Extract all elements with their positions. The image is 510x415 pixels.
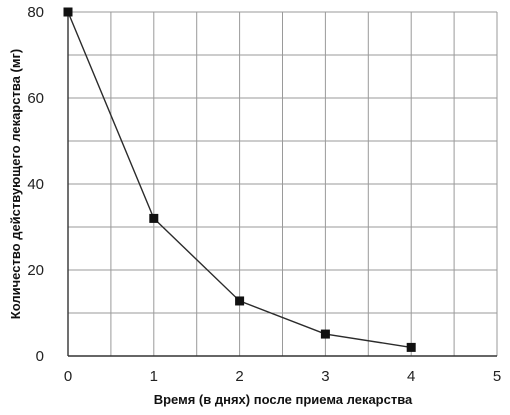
x-tick-label: 0 (64, 368, 72, 385)
y-tick-label: 40 (27, 176, 44, 193)
y-axis-label: Количество действующего лекарства (мг) (8, 49, 23, 319)
y-tick-label: 80 (27, 4, 44, 21)
x-tick-label: 2 (235, 368, 243, 385)
x-tick-label: 3 (321, 368, 329, 385)
y-tick-label: 20 (27, 262, 44, 279)
grid (67, 11, 498, 357)
y-tick-label: 60 (27, 90, 44, 107)
y-tick-labels: 0 20 40 60 80 (27, 4, 44, 365)
x-tick-label: 5 (493, 368, 501, 385)
y-tick-label: 0 (36, 348, 44, 365)
x-axis-label: Время (в днях) после приема лекарства (154, 392, 413, 407)
data-point-marker (406, 342, 416, 352)
data-point-marker (235, 296, 245, 306)
series (63, 7, 416, 352)
data-point-marker (320, 329, 330, 339)
x-tick-labels: 0 1 2 3 4 5 (64, 368, 501, 385)
x-tick-label: 1 (150, 368, 158, 385)
axes (67, 12, 497, 357)
x-tick-label: 4 (407, 368, 415, 385)
data-point-marker (149, 213, 159, 223)
data-point-marker (63, 7, 73, 17)
